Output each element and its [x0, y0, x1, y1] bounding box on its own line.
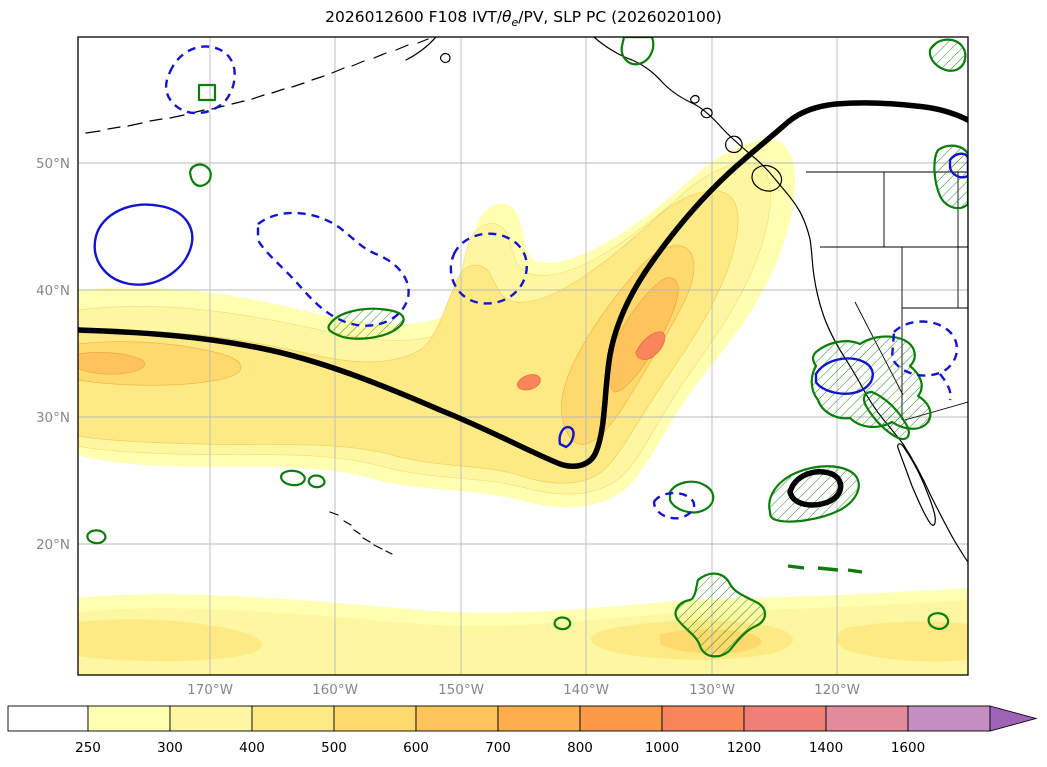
plot-frame — [77, 36, 969, 676]
colorbar-arrow — [989, 705, 1038, 732]
theta-e-contour-south-star — [674, 572, 767, 658]
cb-tick-1000: 1000 — [645, 740, 679, 756]
theta-e-contour-right-edge — [933, 144, 968, 210]
cb-tick-600: 600 — [403, 740, 429, 756]
pv-contour-solid-west — [93, 203, 194, 286]
pv-contour-dashed-tail — [939, 373, 952, 401]
ivt-600-fill-plume — [606, 277, 679, 393]
pv-contour-dashed-southwest-us — [890, 320, 959, 377]
hawaii-islands-coast — [329, 511, 393, 555]
cb-tick-1200: 1200 — [727, 740, 761, 756]
haida-gwaii-coast — [725, 135, 743, 154]
slp-pc-main-contour — [78, 100, 968, 469]
theta-e-contour-small-se — [927, 612, 950, 630]
colorbar-seg-6 — [497, 705, 581, 732]
theta-e-contour-square-nw — [197, 83, 217, 102]
lon-tick-150w: 150°W — [438, 682, 484, 698]
pv-contour-solid-california — [814, 357, 874, 395]
colorbar-seg-5 — [415, 705, 499, 732]
theta-e-contour-small-south-2 — [553, 616, 572, 631]
mexico-mainland-coast — [902, 443, 968, 563]
colorbar-seg-8 — [661, 705, 745, 732]
lat-tick-50n: 50°N — [36, 156, 70, 172]
theta-e-contour-top-right — [928, 38, 967, 72]
pv-contours — [93, 45, 968, 520]
theta-e-contour-top-middle — [620, 37, 655, 66]
pv-contour-solid-right-edge — [948, 152, 968, 179]
lat-tick-20n: 20°N — [36, 537, 70, 553]
alaska-peninsula-coast — [405, 37, 451, 64]
title-theta-symbol: θ — [501, 8, 512, 26]
pv-contour-dashed-central-2 — [449, 232, 528, 305]
title-suffix: /PV, SLP PC (2026020100) — [518, 8, 722, 26]
map-layers — [78, 37, 968, 675]
cb-tick-300: 300 — [157, 740, 183, 756]
colorbar-seg-9 — [743, 705, 827, 732]
ivt-400-fill-south-right — [836, 621, 968, 662]
title-theta-subscript: e — [511, 16, 519, 30]
theta-e-contour-small-south-1 — [668, 480, 715, 514]
ivt-800-fill-spot-1 — [635, 331, 666, 360]
theta-e-contour-near-hawaii-2 — [307, 474, 326, 489]
colorbar-seg-3 — [251, 705, 335, 732]
baja-california-coast — [897, 443, 936, 526]
colorbar-seg-2 — [169, 705, 253, 732]
colorbar-seg-4 — [333, 705, 417, 732]
lon-tick-120w: 120°W — [814, 682, 860, 698]
cb-tick-1400: 1400 — [809, 740, 843, 756]
colorbar-seg-0 — [7, 705, 89, 732]
theta-e-contour-dashes-south — [787, 564, 863, 574]
colorbar-seg-7 — [579, 705, 663, 732]
ivt-shading — [78, 139, 968, 675]
cb-tick-800: 800 — [567, 740, 593, 756]
pv-contour-tiny-plume — [558, 425, 575, 449]
pv-contour-dashed-nw — [164, 45, 236, 115]
slp-contours — [78, 100, 968, 508]
colorbar: 250 300 400 500 600 700 800 1000 1200 14… — [7, 705, 1038, 756]
ivt-800-fill-spot-2 — [517, 374, 541, 391]
cb-tick-250: 250 — [75, 740, 101, 756]
lat-tick-40n: 40°N — [36, 283, 70, 299]
lon-tick-170w: 170°W — [187, 682, 233, 698]
theta-e-contour-small-west — [86, 529, 107, 545]
ivt-600-fill-west — [78, 352, 146, 375]
pv-contour-dashed-central-1 — [256, 211, 410, 327]
theta-e-contour-baja — [862, 390, 910, 441]
cb-tick-700: 700 — [485, 740, 511, 756]
ivt-400-fill-south-left — [78, 619, 262, 662]
slp-pc-closed-contour — [787, 469, 844, 508]
aleutian-islands-coast — [85, 38, 429, 134]
figure-title: 2026012600 F108 IVT/θe/PV, SLP PC (20260… — [0, 8, 1047, 29]
cb-tick-1600: 1600 — [891, 740, 925, 756]
pv-contour-dashed-south — [652, 491, 696, 520]
theta-e-contour-near-hawaii-1 — [280, 469, 306, 487]
se-alaska-islands-coast — [689, 94, 713, 119]
lon-tick-160w: 160°W — [312, 682, 358, 698]
lon-tick-130w: 130°W — [689, 682, 735, 698]
title-prefix: 2026012600 F108 IVT/ — [325, 8, 502, 26]
cb-tick-500: 500 — [321, 740, 347, 756]
colorbar-seg-1 — [87, 705, 171, 732]
vancouver-island-coast — [751, 164, 783, 192]
theta-e-contour-hatched-central — [327, 307, 405, 340]
theta-e-contour-small-nw — [188, 163, 212, 187]
ivt-500-fill-west — [78, 341, 242, 386]
axis-labels: 50°N 40°N 30°N 20°N 170°W 160°W 150°W 14… — [36, 156, 860, 698]
cb-tick-400: 400 — [239, 740, 265, 756]
lat-tick-30n: 30°N — [36, 410, 70, 426]
lon-tick-140w: 140°W — [563, 682, 609, 698]
theta-e-contours — [86, 37, 968, 658]
colorbar-seg-11 — [907, 705, 991, 732]
colorbar-tick-labels: 250 300 400 500 600 700 800 1000 1200 14… — [75, 740, 925, 756]
graticule — [78, 37, 968, 675]
colorbar-seg-10 — [825, 705, 909, 732]
